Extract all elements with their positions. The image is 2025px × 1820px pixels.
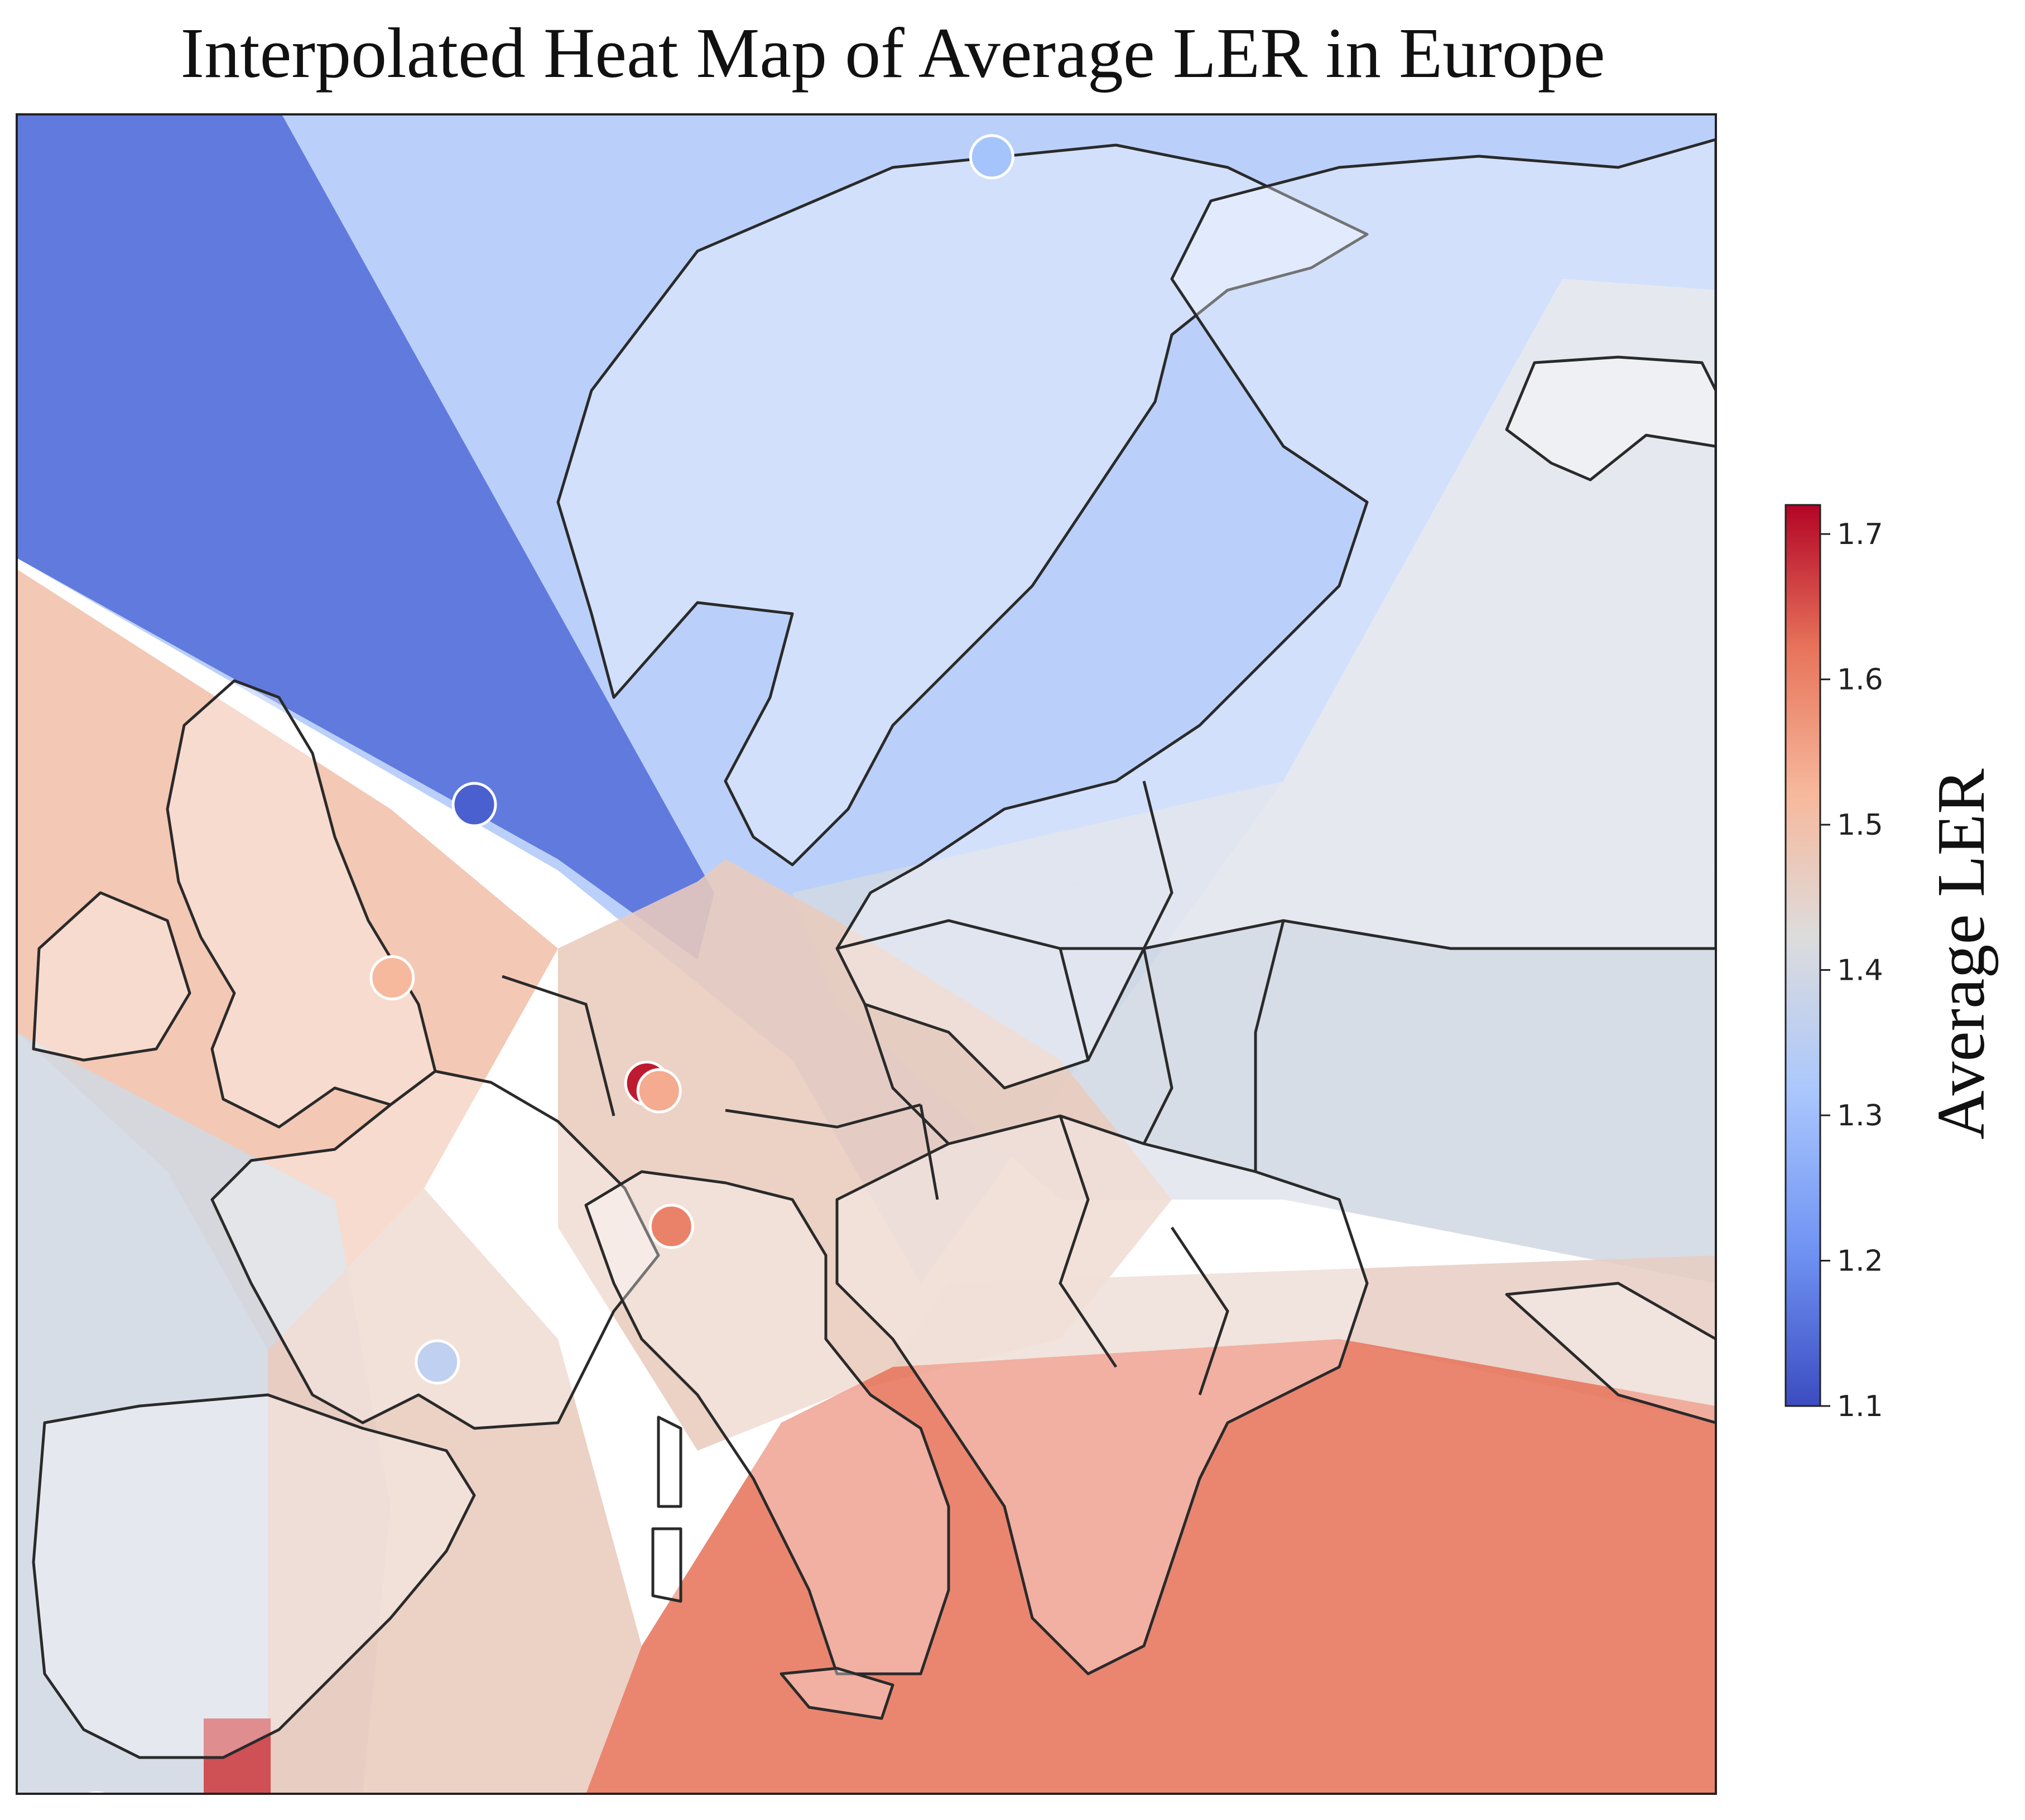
country-outline (210, 1070, 660, 1430)
country-outline (556, 143, 1369, 866)
country-border (1142, 948, 1173, 1145)
data-point (636, 1068, 682, 1114)
plot-frame (16, 113, 1717, 1795)
country-outline (584, 1170, 950, 1675)
country-outline (780, 1667, 894, 1720)
country-border (863, 1004, 950, 1145)
colorbar-tick-label: 1.7 (1837, 518, 1883, 551)
country-outline (32, 1393, 476, 1759)
colorbar-tick-label: 1.4 (1837, 954, 1883, 988)
country-outline (835, 1114, 1369, 1675)
colorbar-label: Average LER (1923, 768, 1999, 1140)
interpolated-region (792, 279, 1716, 893)
data-points (86, 134, 1014, 1794)
country-outline (32, 891, 191, 1062)
country-outline (166, 679, 437, 1129)
colorbar-tick-label: 1.3 (1837, 1099, 1883, 1133)
data-point (969, 134, 1014, 180)
country-borders (32, 138, 1716, 1759)
data-point (648, 1203, 694, 1249)
interpolated-region (268, 1188, 642, 1794)
data-point (369, 955, 415, 1000)
interpolated-region (17, 114, 714, 960)
country-border (919, 1104, 939, 1200)
chart-title: Interpolated Heat Map of Average LER in … (180, 13, 1605, 93)
data-point (415, 1339, 460, 1385)
interpolated-region (204, 1718, 271, 1794)
country-border (1254, 920, 1285, 1172)
colorbar-tick-label: 1.1 (1837, 1390, 1883, 1423)
country-outline (1505, 355, 1716, 482)
country-border (1059, 948, 1090, 1061)
colorbar-tick-label: 1.6 (1837, 663, 1883, 697)
colorbar-tick-label: 1.5 (1837, 808, 1883, 842)
country-border (836, 919, 1144, 950)
country-outline (651, 1527, 682, 1603)
colorbar-tick-label: 1.2 (1837, 1245, 1883, 1278)
country-border (1059, 1115, 1118, 1368)
country-border (725, 1103, 921, 1129)
country-outline (1505, 1282, 1716, 1424)
interpolated-region (586, 1339, 1716, 1794)
colorbar-gradient (1784, 504, 1821, 1407)
country-border (1170, 1226, 1229, 1395)
colorbar-ticks: 1.1 1.2 1.3 1.4 1.5 1.6 1.7 (1820, 518, 1883, 1423)
country-border (1142, 781, 1173, 950)
country-border (502, 975, 615, 1116)
data-point (451, 782, 497, 827)
country-outline (657, 1415, 682, 1508)
